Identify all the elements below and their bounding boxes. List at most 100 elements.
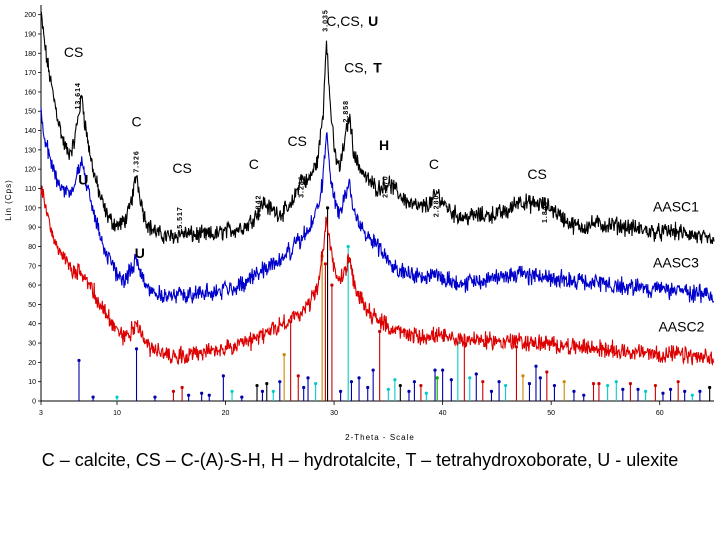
peak-annotation: C,CS, bbox=[326, 13, 363, 29]
y-tick-label: 100 bbox=[24, 205, 36, 212]
reference-marker bbox=[552, 383, 557, 388]
reference-marker bbox=[207, 393, 211, 397]
reference-marker bbox=[621, 387, 625, 392]
d-spacing-label: 3.286 bbox=[299, 175, 306, 198]
reference-marker bbox=[636, 387, 640, 392]
reference-marker bbox=[240, 395, 244, 399]
peak-annotation: H bbox=[379, 137, 389, 153]
reference-marker bbox=[346, 244, 350, 249]
reference-marker bbox=[398, 383, 402, 388]
peak-annotation: T bbox=[373, 60, 382, 76]
reference-marker bbox=[325, 206, 330, 210]
reference-marker bbox=[357, 376, 361, 380]
y-tick-label: 60 bbox=[28, 283, 36, 290]
peak-annotations: CS U C U CS C CS C,CS, U CS, T H C CS bbox=[64, 13, 547, 261]
y-tick-label: 200 bbox=[24, 12, 36, 19]
reference-marker bbox=[187, 393, 191, 397]
peak-annotation: C bbox=[249, 156, 259, 172]
peak-annotation: C bbox=[429, 156, 439, 172]
x-tick-label: 30 bbox=[330, 410, 338, 417]
peak-annotation: U bbox=[78, 172, 88, 188]
reference-marker bbox=[527, 382, 532, 386]
y-tick-label: 50 bbox=[28, 302, 36, 309]
reference-marker bbox=[371, 368, 375, 372]
x-tick-label: 3 bbox=[39, 410, 43, 417]
d-spacing-label: 2.858 bbox=[343, 100, 350, 123]
peak-annotation: C bbox=[131, 114, 141, 130]
y-tick-label: 180 bbox=[24, 51, 36, 58]
reference-marker bbox=[661, 391, 665, 395]
reference-marker bbox=[708, 385, 712, 390]
x-tick-label: 40 bbox=[439, 410, 447, 417]
x-tick-label: 60 bbox=[656, 410, 664, 417]
reference-marker bbox=[582, 393, 586, 397]
reference-marker bbox=[698, 389, 702, 393]
reference-marker bbox=[306, 376, 310, 380]
series-line-aasc2 bbox=[40, 185, 715, 366]
reference-marker bbox=[591, 382, 596, 386]
y-tick-label: 170 bbox=[24, 70, 36, 77]
series-label-aasc1: AASC1 bbox=[653, 199, 699, 215]
x-tick-label: 10 bbox=[113, 410, 121, 417]
d-spacing-label: 3.035 bbox=[323, 9, 330, 32]
reference-marker bbox=[435, 376, 439, 380]
y-tick-label: 30 bbox=[28, 341, 36, 348]
reference-marker bbox=[153, 395, 157, 399]
reference-marker bbox=[644, 389, 648, 393]
y-tick-label: 110 bbox=[25, 186, 36, 193]
reference-marker bbox=[349, 380, 354, 384]
reference-pattern-lines bbox=[77, 206, 712, 401]
series-label-aasc3: AASC3 bbox=[653, 255, 699, 271]
reference-marker bbox=[230, 389, 234, 393]
y-tick-label: 190 bbox=[24, 31, 36, 38]
reference-marker bbox=[134, 347, 139, 351]
xrd-chart: 0 10 20 30 40 50 60 70 80 90 100 110 120 130 140 150 160… bbox=[4, 5, 715, 442]
reference-marker bbox=[171, 389, 176, 393]
y-tick-label: 80 bbox=[28, 244, 36, 251]
reference-marker bbox=[503, 383, 508, 388]
reference-marker bbox=[572, 389, 576, 393]
peak-annotation: CS, bbox=[344, 60, 367, 76]
reference-marker bbox=[296, 374, 300, 378]
reference-marker bbox=[378, 329, 382, 334]
reference-marker bbox=[614, 380, 618, 384]
peak-annotation: U bbox=[368, 13, 378, 29]
reference-marker bbox=[545, 370, 549, 374]
reference-marker bbox=[221, 374, 225, 378]
x-axis-title: 2-Theta - Scale bbox=[345, 433, 415, 442]
d-spacing-label: 13.614 bbox=[75, 82, 82, 109]
y-tick-label: 10 bbox=[28, 379, 36, 386]
reference-marker bbox=[676, 380, 680, 384]
y-tick-label: 20 bbox=[28, 360, 36, 367]
legend-caption: C – calcite, CS – C-(A)-S-H, H – hydrota… bbox=[41, 450, 679, 470]
d-spacing-label: 2.570 bbox=[382, 175, 389, 198]
d-spacing-label: 1.840 bbox=[542, 200, 549, 223]
reference-marker bbox=[302, 385, 306, 390]
reference-marker bbox=[180, 385, 184, 390]
reference-marker bbox=[497, 380, 501, 384]
diffraction-series bbox=[40, 11, 715, 366]
reference-marker bbox=[628, 382, 633, 386]
y-tick-label: 0 bbox=[32, 399, 36, 406]
reference-marker bbox=[433, 368, 437, 372]
peak-annotation: CS bbox=[287, 133, 306, 149]
x-tick-label: 50 bbox=[547, 410, 555, 417]
y-tick-label: 70 bbox=[28, 263, 36, 270]
reference-marker bbox=[366, 385, 370, 390]
reference-marker bbox=[338, 389, 343, 393]
reference-marker bbox=[468, 376, 472, 380]
reference-marker bbox=[323, 262, 327, 266]
reference-marker bbox=[489, 389, 494, 393]
series-line-aasc1 bbox=[40, 11, 715, 245]
reference-marker bbox=[597, 382, 601, 386]
reference-marker bbox=[653, 383, 657, 388]
y-tick-label: 140 bbox=[24, 128, 36, 135]
reference-marker bbox=[77, 358, 81, 363]
series-label-aasc2: AASC2 bbox=[658, 318, 704, 334]
reference-marker bbox=[282, 353, 286, 357]
y-tick-label: 150 bbox=[24, 109, 36, 116]
y-tick-label: 130 bbox=[24, 147, 36, 154]
x-tick-label: 20 bbox=[222, 410, 230, 417]
reference-marker bbox=[521, 374, 525, 378]
reference-marker bbox=[260, 389, 265, 393]
